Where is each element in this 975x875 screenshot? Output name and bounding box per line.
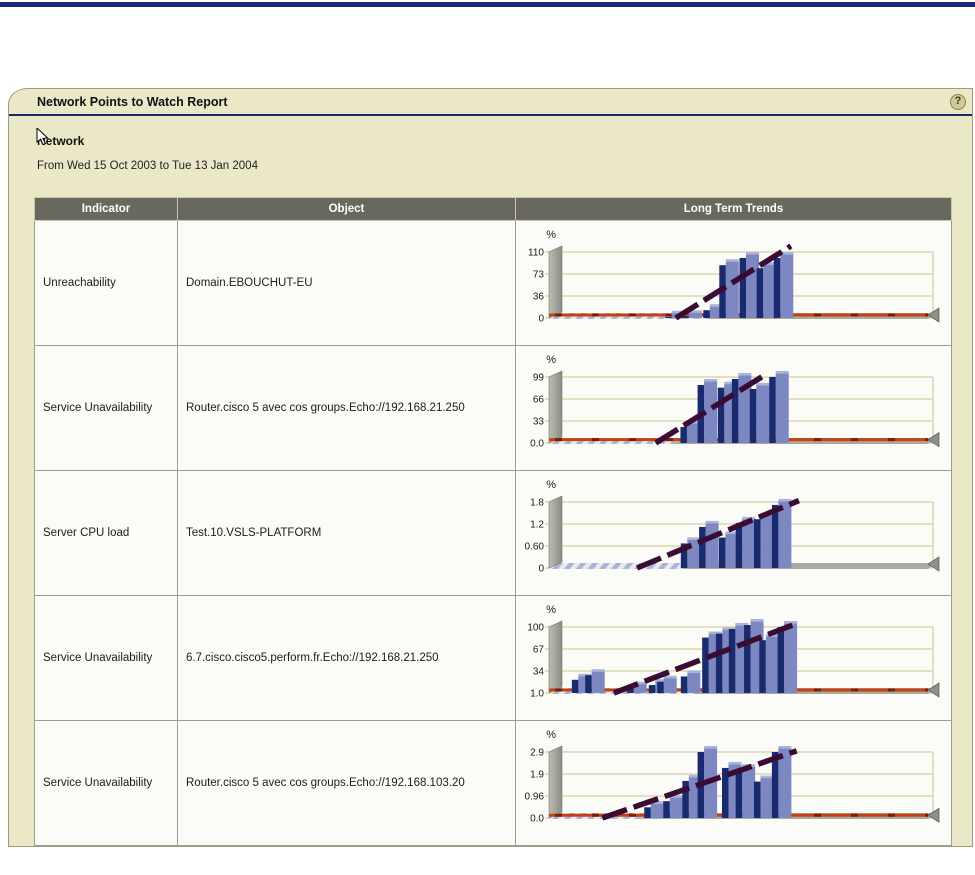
table-row: Server CPU load Test.10.VSLS-PLATFORM % 1… [34, 470, 952, 596]
trend-chart-cell: % 100 67 34 1.0 [515, 595, 952, 721]
svg-text:1.8: 1.8 [530, 497, 544, 508]
trend-chart-cell: % 110 73 36 0 [515, 220, 952, 346]
svg-text:0.60: 0.60 [525, 541, 545, 552]
help-button[interactable]: ? [950, 93, 966, 110]
trend-chart: %110 73 36 0 [528, 229, 940, 324]
object-cell: Router.cisco 5 avec cos groups.Echo://19… [177, 720, 516, 846]
svg-text:66: 66 [533, 394, 545, 405]
object-cell: 6.7.cisco.cisco5.perform.fr.Echo://192.1… [177, 595, 516, 721]
trend-chart: %100 67 34 1.0 [527, 604, 940, 699]
trend-chart: %99 66 33 0.0 [530, 354, 940, 449]
svg-text:2.9: 2.9 [530, 747, 544, 758]
svg-text:99: 99 [533, 372, 545, 383]
report-titlebar: Network Points to Watch Report ? [9, 89, 972, 116]
column-header-object: Object [177, 197, 516, 221]
svg-text:1.9: 1.9 [530, 769, 544, 780]
indicator-cell: Unreachability [34, 220, 178, 346]
object-cell: Router.cisco 5 avec cos groups.Echo://19… [177, 345, 516, 471]
report-title: Network Points to Watch Report [37, 94, 228, 109]
table-row: Service Unavailability 6.7.cisco.cisco5.… [34, 595, 952, 721]
table-row: Service Unavailability Router.cisco 5 av… [34, 720, 952, 846]
mouse-cursor-icon [36, 128, 49, 146]
svg-text:%: % [546, 604, 556, 616]
svg-text:0: 0 [538, 313, 544, 324]
trend-chart-cell: % 2.9 1.9 0.96 0.0 [515, 720, 952, 846]
table-row: Service Unavailability Router.cisco 5 av… [34, 345, 952, 471]
date-range: From Wed 15 Oct 2003 to Tue 13 Jan 2004 [37, 160, 258, 172]
svg-text:0.96: 0.96 [525, 791, 545, 802]
object-cell: Domain.EBOUCHUT-EU [177, 220, 516, 346]
svg-text:100: 100 [527, 622, 544, 633]
svg-text:73: 73 [533, 269, 545, 280]
indicator-cell: Service Unavailability [34, 595, 178, 721]
svg-text:36: 36 [533, 291, 545, 302]
svg-text:%: % [546, 729, 556, 741]
report-body: Network From Wed 15 Oct 2003 to Tue 13 J… [9, 134, 972, 846]
points-to-watch-table: Indicator Object Long Term Trends Unreac… [34, 197, 952, 846]
indicator-cell: Service Unavailability [34, 345, 178, 471]
svg-text:67: 67 [533, 644, 545, 655]
svg-text:%: % [546, 479, 556, 491]
column-header-long-term-trends: Long Term Trends [515, 197, 952, 221]
table-row: Unreachability Domain.EBOUCHUT-EU % 110 73… [34, 220, 952, 346]
svg-text:1.0: 1.0 [530, 688, 544, 699]
svg-text:110: 110 [528, 247, 544, 258]
table-header-row: Indicator Object Long Term Trends [34, 197, 952, 221]
section-title: Network [37, 134, 85, 148]
svg-text:33: 33 [533, 416, 545, 427]
indicator-cell: Service Unavailability [34, 720, 178, 846]
indicator-cell: Server CPU load [34, 470, 178, 596]
svg-text:%: % [546, 229, 556, 241]
svg-text:34: 34 [533, 666, 545, 677]
svg-text:0.0: 0.0 [530, 438, 544, 449]
trend-chart-cell: % 1.8 1.2 0.60 0 [515, 470, 952, 596]
page-top-rule [0, 2, 975, 7]
column-header-indicator: Indicator [34, 197, 178, 221]
svg-text:0: 0 [538, 563, 544, 574]
svg-text:0.0: 0.0 [530, 813, 544, 824]
object-cell: Test.10.VSLS-PLATFORM [177, 470, 516, 596]
help-icon: ? [954, 95, 962, 107]
svg-text:1.2: 1.2 [530, 519, 544, 530]
svg-text:%: % [546, 354, 556, 366]
trend-chart-cell: % 99 66 33 0.0 [515, 345, 952, 471]
trend-chart: %1.8 1.2 0.60 0 [525, 479, 940, 574]
trend-chart: %2.9 1.9 0.96 0.0 [525, 729, 940, 824]
report-panel: Network Points to Watch Report ? Network… [8, 88, 973, 847]
